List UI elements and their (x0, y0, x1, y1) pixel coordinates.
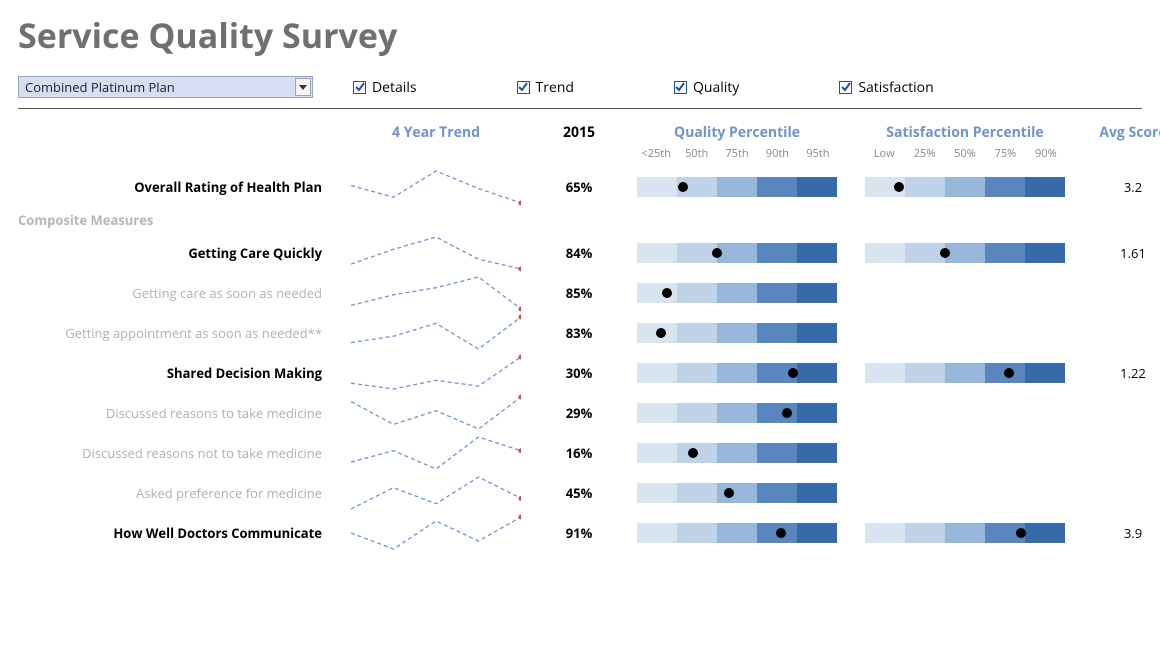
checkbox-box-icon[interactable] (353, 81, 366, 94)
trend-sparkline (351, 433, 521, 473)
percentile-bullet (637, 483, 837, 503)
percentile-dot (688, 448, 698, 458)
col-year-header: 2015 (544, 121, 614, 144)
percentile-bullet (637, 283, 837, 303)
trend-sparkline (351, 513, 521, 553)
controls-bar: Combined Platinum Plan Details Trend Qua… (18, 76, 1142, 98)
percentile-bullet (637, 177, 837, 197)
percentile-bullet (865, 523, 1065, 543)
percentile-dot (776, 528, 786, 538)
percentile-bullet (637, 403, 837, 423)
checkbox-trend[interactable]: Trend (517, 78, 574, 97)
quality-ticks: <25th50th75th90th95th (632, 144, 842, 167)
checkbox-box-icon[interactable] (839, 81, 852, 94)
row-label: Discussed reasons to take medicine (106, 406, 328, 420)
section-label: Composite Measures (18, 207, 328, 233)
percentile-dot (678, 182, 688, 192)
value-2015: 85% (566, 284, 593, 302)
value-2015: 83% (566, 324, 593, 342)
trend-sparkline (351, 313, 521, 353)
checkbox-label: Satisfaction (858, 78, 933, 97)
trend-sparkline (351, 233, 521, 273)
col-trend-header: 4 Year Trend (346, 121, 526, 144)
checkbox-satisfaction[interactable]: Satisfaction (839, 78, 933, 97)
row-label: How Well Doctors Communicate (113, 526, 328, 540)
avg-score: 3.2 (1124, 178, 1142, 196)
percentile-bullet (637, 363, 837, 383)
value-2015: 30% (566, 364, 593, 382)
percentile-dot (662, 288, 672, 298)
page-title: Service Quality Survey (18, 12, 1142, 58)
avg-score: 1.22 (1120, 364, 1146, 382)
checkbox-label: Quality (693, 78, 739, 97)
avg-score: 3.9 (1124, 524, 1142, 542)
chevron-down-icon[interactable] (295, 78, 311, 96)
percentile-dot (940, 248, 950, 258)
row-label: Shared Decision Making (167, 366, 328, 380)
row-label: Discussed reasons not to take medicine (82, 446, 328, 460)
data-grid: 4 Year Trend 2015 Quality Percentile Sat… (18, 121, 1142, 553)
percentile-dot (782, 408, 792, 418)
plan-dropdown-value: Combined Platinum Plan (25, 78, 175, 96)
value-2015: 29% (566, 404, 593, 422)
percentile-dot (712, 248, 722, 258)
separator (18, 108, 1142, 109)
col-satisfaction-header: Satisfaction Percentile (860, 121, 1070, 144)
col-avg-header: Avg Score (1088, 121, 1160, 144)
percentile-dot (1016, 528, 1026, 538)
value-2015: 45% (566, 484, 593, 502)
checkbox-box-icon[interactable] (517, 81, 530, 94)
col-quality-header: Quality Percentile (632, 121, 842, 144)
row-label: Getting care as soon as needed (132, 286, 328, 300)
satisfaction-ticks: Low25%50%75%90% (860, 144, 1070, 167)
percentile-bullet (865, 177, 1065, 197)
row-label: Getting appointment as soon as needed** (65, 326, 328, 340)
value-2015: 16% (566, 444, 593, 462)
percentile-bullet (637, 323, 837, 343)
checkbox-label: Trend (536, 78, 574, 97)
avg-score: 1.61 (1120, 244, 1146, 262)
percentile-dot (894, 182, 904, 192)
value-2015: 91% (566, 524, 593, 542)
trend-sparkline (351, 473, 521, 513)
trend-sparkline (351, 273, 521, 313)
row-label: Asked preference for medicine (136, 486, 328, 500)
percentile-dot (656, 328, 666, 338)
value-2015: 65% (566, 178, 593, 196)
trend-sparkline (351, 167, 521, 207)
percentile-bullet (865, 363, 1065, 383)
value-2015: 84% (566, 244, 593, 262)
row-label: Getting Care Quickly (188, 246, 328, 260)
checkbox-box-icon[interactable] (674, 81, 687, 94)
row-label: Overall Rating of Health Plan (134, 180, 328, 194)
checkbox-label: Details (372, 78, 417, 97)
percentile-bullet (637, 523, 837, 543)
percentile-dot (1004, 368, 1014, 378)
percentile-bullet (637, 443, 837, 463)
trend-sparkline (351, 393, 521, 433)
percentile-bullet (865, 243, 1065, 263)
trend-sparkline (351, 353, 521, 393)
percentile-dot (724, 488, 734, 498)
checkbox-quality[interactable]: Quality (674, 78, 739, 97)
percentile-dot (788, 368, 798, 378)
checkbox-details[interactable]: Details (353, 78, 417, 97)
percentile-bullet (637, 243, 837, 263)
plan-dropdown[interactable]: Combined Platinum Plan (18, 76, 313, 98)
